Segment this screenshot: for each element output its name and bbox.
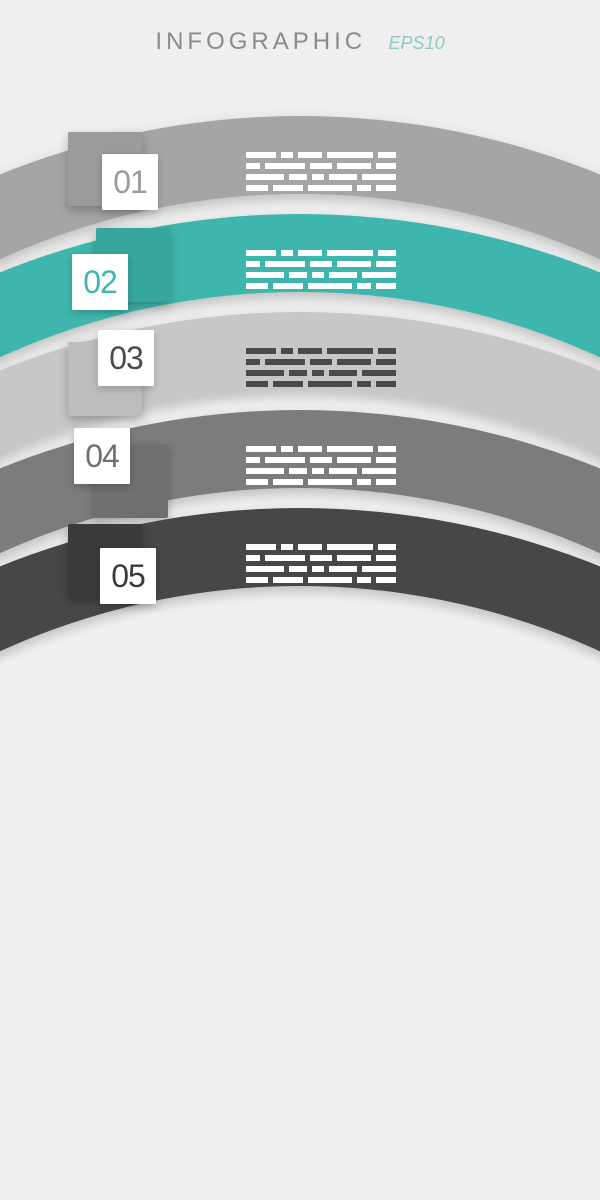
band-row-1: 01	[0, 130, 600, 226]
page-subtitle: EPS10	[389, 33, 445, 54]
number-badge: 01	[74, 136, 174, 224]
number-badge: 03	[74, 332, 174, 420]
band-row-3: 03	[0, 326, 600, 422]
number-badge: 05	[74, 528, 174, 616]
header: INFOGRAPHIC EPS10	[0, 0, 600, 66]
badge-number: 02	[83, 264, 117, 301]
badge-number: 01	[113, 164, 147, 201]
page-title: INFOGRAPHIC	[155, 28, 366, 56]
badge-front-square: 04	[74, 428, 130, 484]
badge-number: 05	[111, 558, 145, 595]
badge-number: 03	[109, 340, 143, 377]
band-row-2: 02	[0, 228, 600, 324]
badge-front-square: 05	[100, 548, 156, 604]
badge-front-square: 01	[102, 154, 158, 210]
placeholder-text	[246, 250, 416, 294]
band-row-5: 05	[0, 522, 600, 618]
bands-container: 0102030405	[0, 66, 600, 586]
badge-front-square: 03	[98, 330, 154, 386]
badge-number: 04	[85, 438, 119, 475]
number-badge: 04	[74, 430, 174, 518]
badge-front-square: 02	[72, 254, 128, 310]
number-badge: 02	[74, 234, 174, 322]
band-row-4: 04	[0, 424, 600, 520]
placeholder-text	[246, 446, 416, 490]
placeholder-text	[246, 348, 416, 392]
placeholder-text	[246, 544, 416, 588]
placeholder-text	[246, 152, 416, 196]
